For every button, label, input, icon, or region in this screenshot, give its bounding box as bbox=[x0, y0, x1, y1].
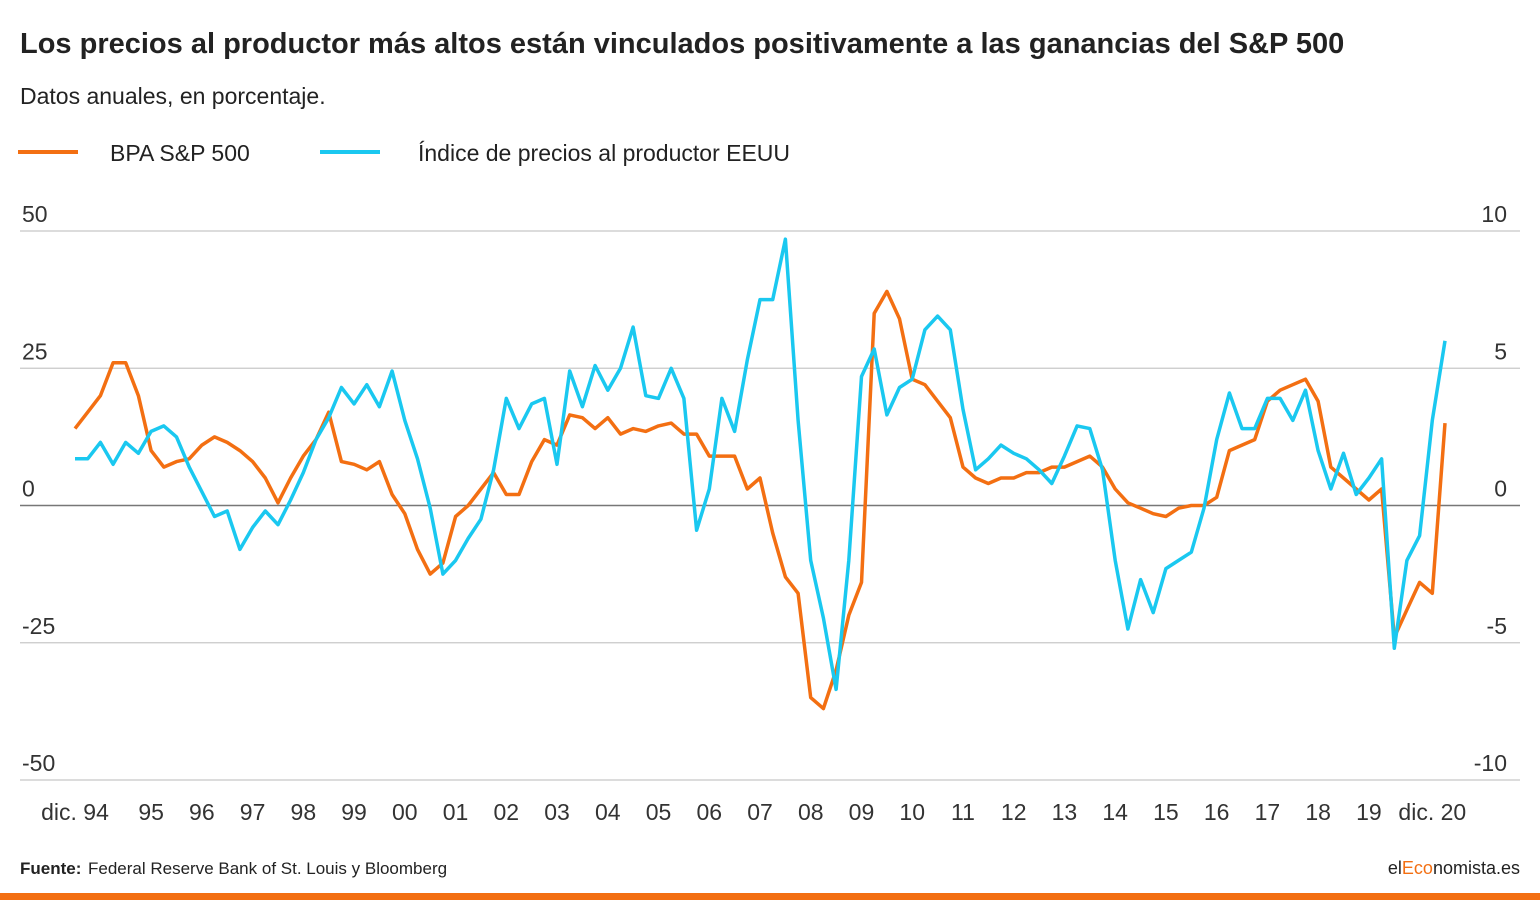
y2-tick-label: -5 bbox=[1487, 613, 1507, 639]
x-tick-label: 11 bbox=[951, 799, 975, 825]
x-tick-label: 13 bbox=[1052, 799, 1078, 825]
x-tick-label: 16 bbox=[1204, 799, 1230, 825]
legend-label: Índice de precios al productor EEUU bbox=[418, 140, 790, 166]
series-line bbox=[75, 237, 1447, 692]
source-label: Fuente: bbox=[20, 859, 81, 878]
y2-tick-label: 0 bbox=[1494, 476, 1507, 502]
y-tick-label: 50 bbox=[22, 201, 48, 227]
x-tick-label: 09 bbox=[849, 799, 875, 825]
x-tick-label: 00 bbox=[392, 799, 418, 825]
y2-tick-label: 10 bbox=[1481, 201, 1507, 227]
footer-bar bbox=[0, 893, 1540, 900]
x-tick-label: 96 bbox=[189, 799, 215, 825]
x-tick-label: 06 bbox=[696, 799, 722, 825]
x-tick-label: 18 bbox=[1305, 799, 1331, 825]
x-tick-label: 04 bbox=[595, 799, 621, 825]
legend-label: BPA S&P 500 bbox=[110, 140, 250, 166]
x-tick-label: dic. 94 bbox=[41, 799, 109, 825]
x-tick-label: 99 bbox=[341, 799, 367, 825]
logo-part: Eco bbox=[1402, 858, 1433, 878]
y-tick-label: -25 bbox=[22, 613, 55, 639]
chart-subtitle: Datos anuales, en porcentaje. bbox=[20, 83, 326, 109]
chart-title: Los precios al productor más altos están… bbox=[20, 28, 1344, 60]
x-tick-label: 10 bbox=[899, 799, 925, 825]
x-tick-label: 15 bbox=[1153, 799, 1179, 825]
x-tick-label: 98 bbox=[291, 799, 317, 825]
logo-part: nomista.es bbox=[1433, 858, 1520, 878]
y2-tick-label: 5 bbox=[1494, 338, 1507, 364]
y2-tick-label: -10 bbox=[1474, 750, 1507, 776]
x-tick-label: 95 bbox=[138, 799, 164, 825]
x-tick-label: 03 bbox=[544, 799, 570, 825]
logo-part: el bbox=[1388, 858, 1402, 878]
y-tick-label: 25 bbox=[22, 338, 48, 364]
x-tick-label: dic. 20 bbox=[1398, 799, 1466, 825]
series-line bbox=[73, 289, 1447, 711]
x-tick-label: 12 bbox=[1001, 799, 1027, 825]
x-tick-label: 14 bbox=[1102, 799, 1128, 825]
x-tick-label: 07 bbox=[747, 799, 773, 825]
x-tick-label: 02 bbox=[493, 799, 519, 825]
x-tick-label: 17 bbox=[1255, 799, 1281, 825]
y-tick-label: 0 bbox=[22, 476, 35, 502]
logo: elEconomista.es bbox=[1388, 858, 1520, 878]
x-tick-label: 05 bbox=[646, 799, 672, 825]
x-tick-label: 08 bbox=[798, 799, 824, 825]
x-tick-label: 01 bbox=[443, 799, 469, 825]
x-tick-label: 97 bbox=[240, 799, 266, 825]
x-tick-label: 19 bbox=[1356, 799, 1382, 825]
source: Federal Reserve Bank of St. Louis y Bloo… bbox=[88, 859, 447, 878]
y-tick-label: -50 bbox=[22, 750, 55, 776]
